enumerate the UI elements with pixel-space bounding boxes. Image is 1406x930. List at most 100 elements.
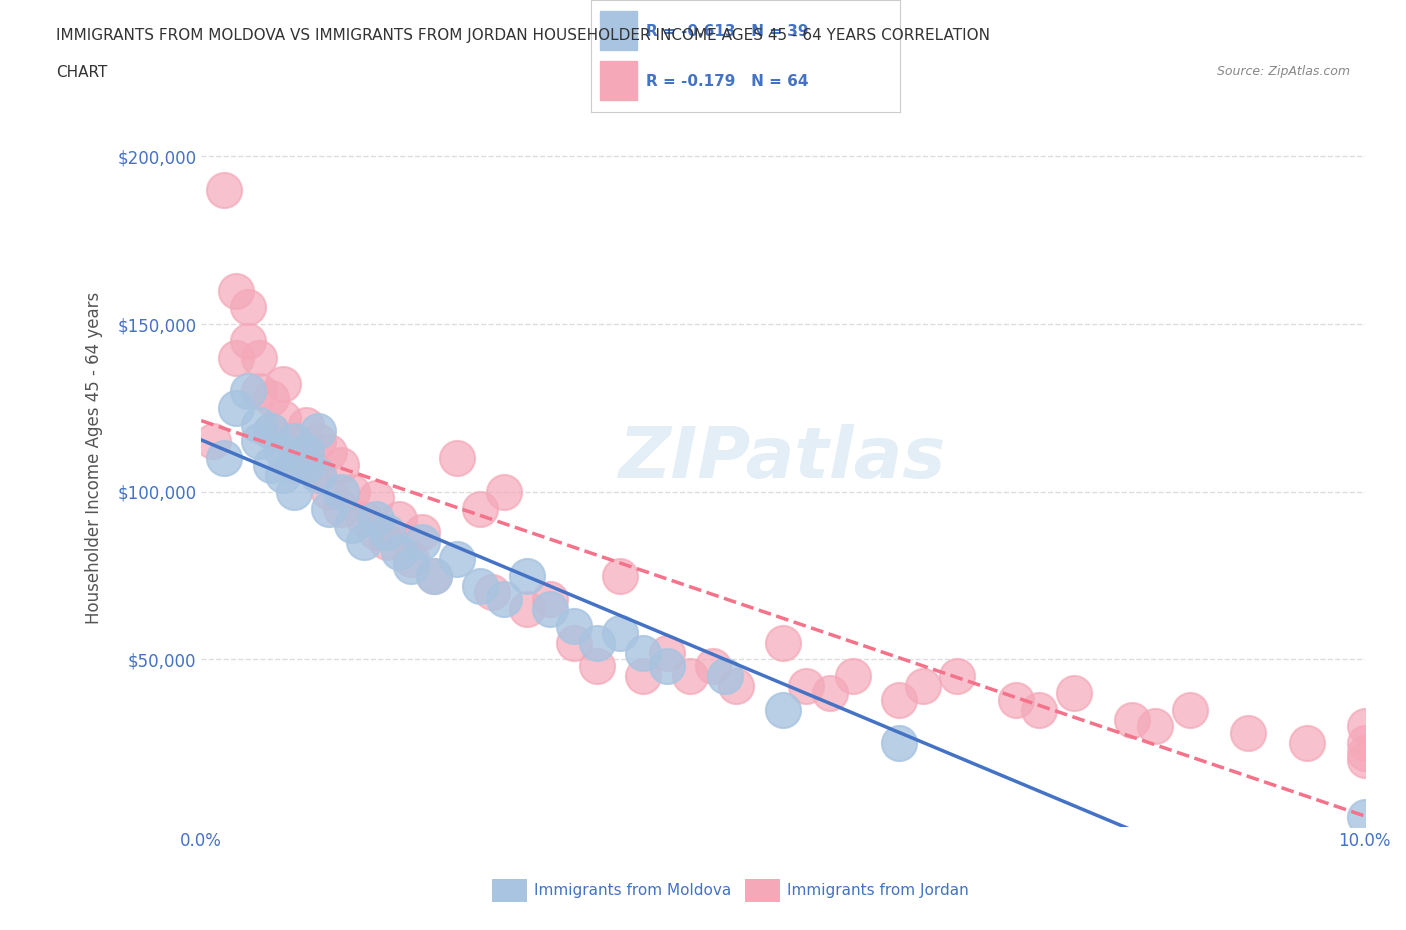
Point	[713, 669, 735, 684]
Text: R = -0.613   N = 39: R = -0.613 N = 39	[647, 24, 808, 39]
Point	[295, 458, 318, 472]
Point	[446, 451, 468, 466]
Point	[214, 451, 236, 466]
Point	[794, 679, 817, 694]
Point	[295, 444, 318, 458]
Point	[633, 669, 655, 684]
Point	[1004, 692, 1026, 707]
Point	[225, 351, 247, 365]
Point	[911, 679, 934, 694]
Point	[702, 658, 724, 673]
Text: Immigrants from Moldova: Immigrants from Moldova	[534, 884, 731, 898]
Point	[307, 468, 329, 483]
Point	[307, 424, 329, 439]
Point	[538, 591, 561, 606]
Point	[247, 351, 270, 365]
Point	[295, 418, 318, 432]
Y-axis label: Householder Income Ages 45 - 64 years: Householder Income Ages 45 - 64 years	[86, 292, 103, 624]
Point	[772, 635, 794, 650]
Point	[271, 444, 294, 458]
Point	[260, 424, 283, 439]
Point	[1144, 719, 1167, 734]
Point	[342, 518, 364, 533]
Point	[1237, 725, 1260, 740]
Point	[329, 485, 352, 499]
Point	[283, 434, 305, 449]
Point	[225, 283, 247, 298]
Point	[375, 535, 398, 550]
Point	[399, 558, 422, 573]
Point	[318, 501, 340, 516]
Point	[353, 535, 375, 550]
Point	[283, 485, 305, 499]
Point	[260, 424, 283, 439]
Point	[1180, 702, 1202, 717]
Point	[889, 736, 911, 751]
Point	[609, 568, 631, 583]
Point	[1354, 746, 1376, 761]
Point	[247, 384, 270, 399]
Point	[562, 618, 585, 633]
Point	[725, 679, 748, 694]
Point	[818, 685, 841, 700]
Point	[260, 458, 283, 472]
Point	[214, 182, 236, 197]
Point	[946, 669, 969, 684]
Point	[271, 377, 294, 392]
Point	[538, 602, 561, 617]
Point	[492, 591, 515, 606]
Point	[679, 669, 702, 684]
Text: Immigrants from Jordan: Immigrants from Jordan	[787, 884, 969, 898]
Point	[1354, 752, 1376, 767]
Point	[562, 635, 585, 650]
Point	[411, 535, 433, 550]
Point	[353, 512, 375, 526]
Text: IMMIGRANTS FROM MOLDOVA VS IMMIGRANTS FROM JORDAN HOUSEHOLDER INCOME AGES 45 - 6: IMMIGRANTS FROM MOLDOVA VS IMMIGRANTS FR…	[56, 28, 990, 43]
Point	[364, 525, 387, 539]
Point	[201, 434, 224, 449]
Bar	[600, 11, 637, 50]
Point	[516, 602, 538, 617]
Text: R = -0.179   N = 64: R = -0.179 N = 64	[647, 74, 808, 89]
Point	[364, 491, 387, 506]
Point	[236, 384, 259, 399]
Point	[1354, 809, 1376, 824]
Point	[492, 485, 515, 499]
Point	[342, 485, 364, 499]
Point	[318, 485, 340, 499]
Point	[329, 501, 352, 516]
Point	[247, 434, 270, 449]
Text: CHART: CHART	[56, 65, 108, 80]
Point	[842, 669, 865, 684]
Point	[1028, 702, 1050, 717]
Point	[399, 551, 422, 566]
Point	[411, 525, 433, 539]
Point	[470, 578, 492, 593]
Point	[271, 410, 294, 425]
Point	[271, 468, 294, 483]
Point	[295, 451, 318, 466]
Point	[318, 444, 340, 458]
Point	[307, 468, 329, 483]
Point	[470, 501, 492, 516]
Point	[585, 635, 607, 650]
Point	[1354, 736, 1376, 751]
Point	[1354, 719, 1376, 734]
Point	[609, 625, 631, 640]
Point	[889, 692, 911, 707]
Text: Source: ZipAtlas.com: Source: ZipAtlas.com	[1216, 65, 1350, 78]
Point	[364, 512, 387, 526]
Point	[1295, 736, 1317, 751]
Point	[655, 645, 678, 660]
Point	[423, 568, 446, 583]
Point	[772, 702, 794, 717]
Point	[247, 418, 270, 432]
Point	[225, 401, 247, 416]
Point	[260, 391, 283, 405]
Point	[423, 568, 446, 583]
Point	[1121, 712, 1143, 727]
Point	[236, 334, 259, 349]
Bar	[600, 61, 637, 100]
Point	[633, 645, 655, 660]
Point	[236, 299, 259, 314]
